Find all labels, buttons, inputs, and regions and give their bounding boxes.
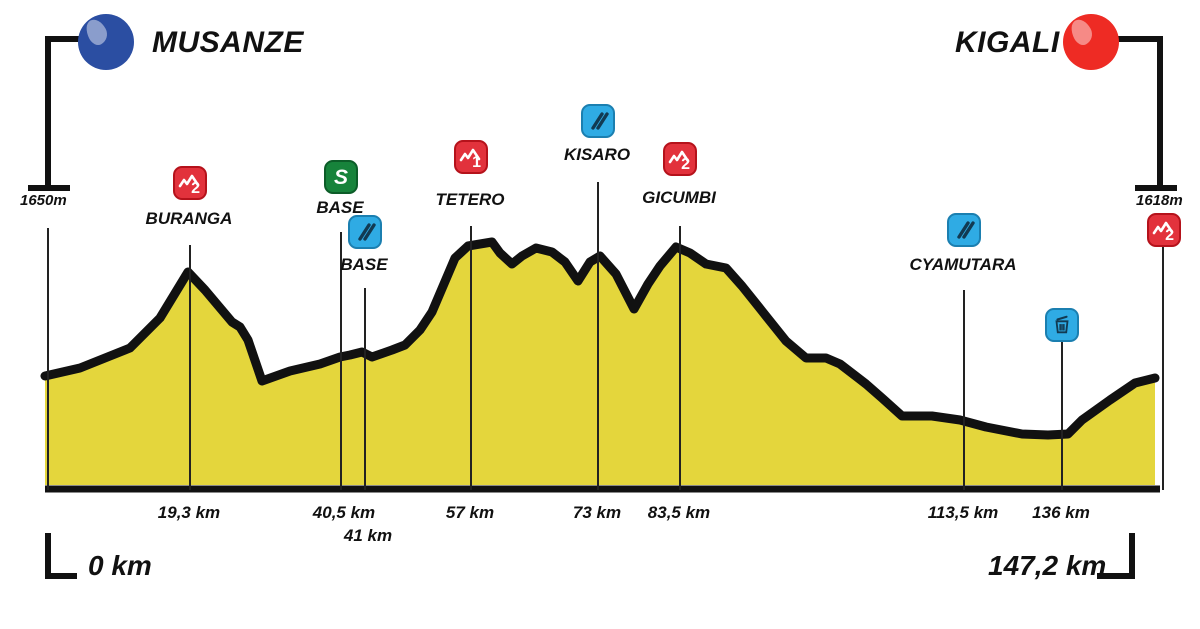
start-km-label: 0 km — [88, 550, 152, 581]
poi-name-label: BASE — [316, 198, 364, 217]
km-tick-label: 40,5 km — [312, 503, 376, 522]
trash-glyph — [1055, 315, 1069, 334]
climb-category-number: 2 — [191, 180, 200, 197]
poi-name-label: CYAMUTARA — [909, 255, 1017, 274]
start-marker-line — [47, 228, 49, 490]
km-tick-label: 19,3 km — [157, 503, 221, 522]
finish-elevation-label: 1618m — [1136, 192, 1183, 209]
intermediate-icon[interactable] — [947, 213, 981, 247]
poi-marker-line — [189, 245, 191, 490]
km-tick-label: 113,5 km — [927, 503, 999, 522]
poi-name-label: BURANGA — [145, 209, 233, 228]
intermediate-icon[interactable] — [581, 104, 615, 138]
mountain-climb-icon[interactable]: 2 — [1147, 213, 1181, 247]
finish-marker-line — [1162, 247, 1164, 490]
mountain-climb-icon[interactable]: 1 — [454, 140, 488, 174]
climb-category-number: 1 — [472, 154, 481, 171]
finish-city-label: KIGALI — [955, 26, 1060, 59]
poi-name-label: BASE — [340, 255, 388, 274]
double-stripe-glyph — [957, 221, 975, 239]
finish-city-dot[interactable] — [1063, 14, 1119, 70]
climb-category-number: 2 — [1165, 227, 1174, 244]
climb-category-number: 2 — [681, 156, 690, 173]
start-city-label: MUSANZE — [152, 26, 304, 59]
poi-marker-line — [597, 182, 599, 490]
mountain-glyph — [1152, 221, 1174, 235]
poi-name-label: GICUMBI — [642, 188, 716, 207]
mountain-climb-icon[interactable]: 2 — [173, 166, 207, 200]
poi-marker-line — [1061, 342, 1063, 490]
waste-zone-icon[interactable] — [1045, 308, 1079, 342]
km-tick-label: 57 km — [445, 503, 495, 522]
poi-marker-line — [679, 226, 681, 490]
finish-km-label: 147,2 km — [988, 550, 1107, 581]
start-elevation-label: 1650m — [20, 192, 67, 209]
poi-name-label: KISARO — [563, 145, 631, 164]
double-stripe-glyph — [591, 112, 609, 130]
sprint-s-icon[interactable]: S — [324, 160, 358, 194]
double-stripe-glyph — [358, 223, 376, 241]
km-tick-label: 136 km — [1032, 503, 1090, 522]
km-tick-label: 41 km — [343, 526, 393, 545]
intermediate-icon[interactable] — [348, 215, 382, 249]
mountain-glyph — [668, 150, 690, 164]
start-city-dot[interactable] — [78, 14, 134, 70]
profile-outline — [40, 237, 1160, 440]
mountain-climb-icon[interactable]: 2 — [663, 142, 697, 176]
mountain-glyph — [178, 174, 200, 188]
mountain-glyph — [459, 148, 481, 162]
poi-marker-line — [963, 290, 965, 490]
poi-name-label: TETERO — [435, 190, 505, 209]
km-tick-label: 73 km — [572, 503, 622, 522]
profile-fill-area — [45, 242, 1155, 485]
poi-marker-line — [340, 232, 342, 490]
km-tick-label: 83,5 km — [647, 503, 711, 522]
poi-marker-line — [470, 226, 472, 490]
sprint-s-glyph: S — [333, 165, 348, 189]
poi-marker-line — [364, 288, 366, 490]
